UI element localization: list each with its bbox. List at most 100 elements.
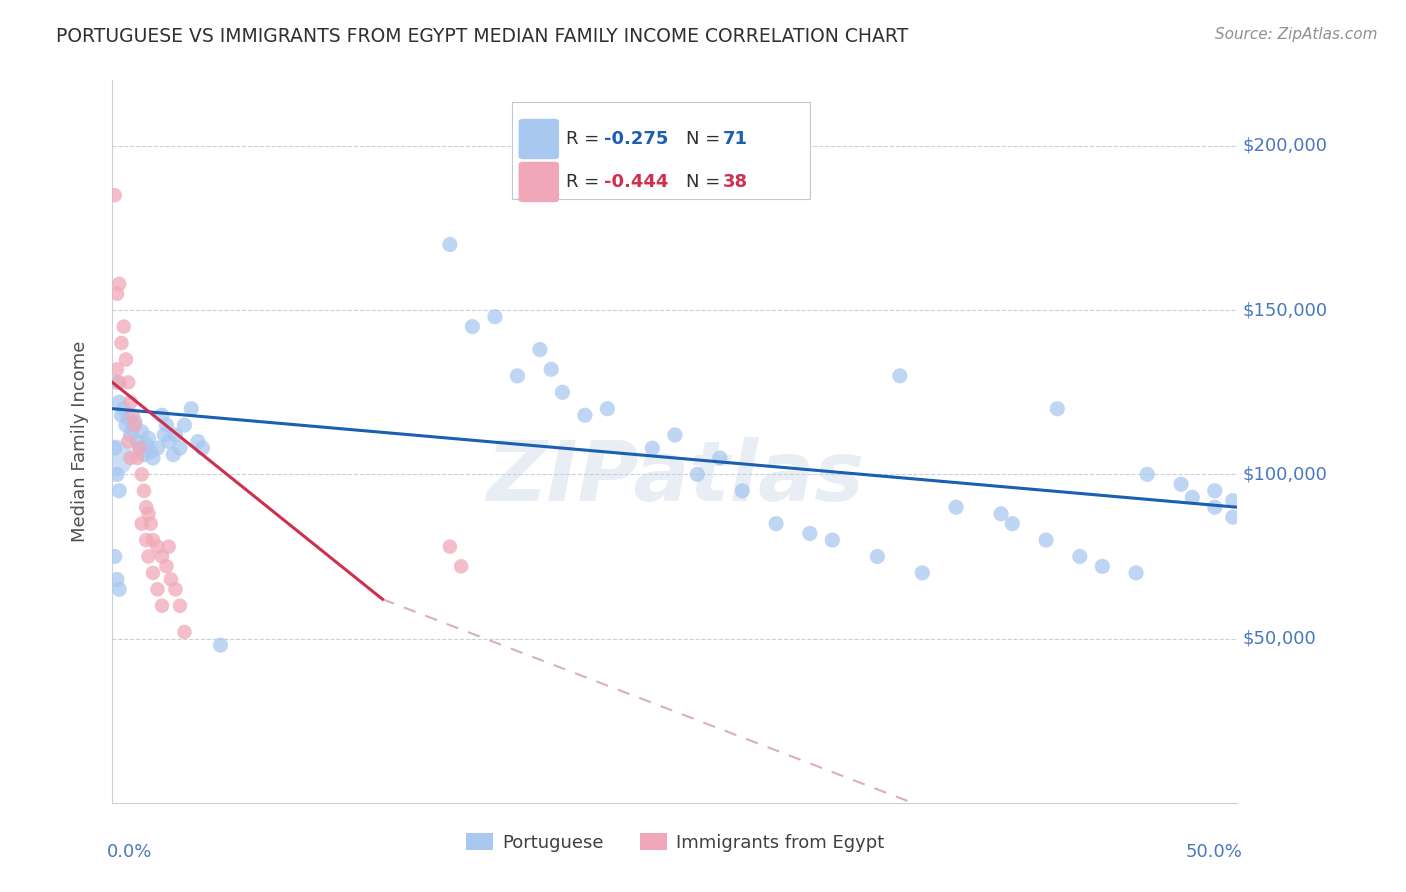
Point [1136, 467, 1159, 482]
Point [911, 566, 934, 580]
Point [1181, 491, 1204, 505]
Point [120, 395, 142, 409]
Point [117, 411, 139, 425]
Point [1222, 510, 1244, 524]
Point [142, 533, 165, 547]
Point [169, 441, 191, 455]
Point [105, 286, 128, 301]
Point [709, 450, 731, 465]
Text: N =: N = [686, 130, 725, 148]
Point [1222, 493, 1244, 508]
Point [506, 368, 529, 383]
Point [138, 507, 160, 521]
Point [121, 421, 143, 435]
Point [142, 566, 165, 580]
Point [180, 401, 202, 416]
Point [120, 428, 142, 442]
Point [439, 540, 461, 554]
Point [121, 409, 143, 423]
Point [135, 500, 157, 515]
FancyBboxPatch shape [519, 119, 560, 160]
Text: 0.0%: 0.0% [107, 843, 152, 861]
Point [108, 277, 131, 291]
Point [209, 638, 232, 652]
Point [945, 500, 967, 515]
Point [146, 540, 169, 554]
Point [120, 450, 142, 465]
Point [191, 441, 214, 455]
Point [157, 434, 180, 449]
Point [104, 441, 127, 455]
Point [104, 450, 127, 465]
Point [889, 368, 911, 383]
Point [799, 526, 821, 541]
Point [169, 599, 191, 613]
Point [150, 549, 173, 564]
Point [104, 549, 127, 564]
FancyBboxPatch shape [512, 102, 810, 200]
Point [641, 441, 664, 455]
Point [142, 450, 165, 465]
Point [138, 431, 160, 445]
Point [124, 418, 146, 433]
Y-axis label: Median Family Income: Median Family Income [70, 341, 89, 542]
Text: $50,000: $50,000 [1243, 630, 1316, 648]
Point [990, 507, 1012, 521]
Text: ZIPatlas: ZIPatlas [486, 437, 863, 518]
Point [765, 516, 787, 531]
Point [150, 409, 173, 423]
Point [1091, 559, 1114, 574]
Point [104, 188, 127, 202]
Text: 38: 38 [723, 173, 748, 191]
Text: -0.275: -0.275 [605, 130, 668, 148]
Point [127, 450, 149, 465]
Point [128, 441, 150, 455]
Point [596, 401, 619, 416]
Point [135, 438, 157, 452]
Point [153, 428, 176, 442]
Point [105, 376, 128, 390]
Point [112, 319, 135, 334]
Point [1069, 549, 1091, 564]
Text: Source: ZipAtlas.com: Source: ZipAtlas.com [1215, 27, 1378, 42]
Point [484, 310, 506, 324]
Point [132, 448, 155, 462]
Legend: Portuguese, Immigrants from Egypt: Portuguese, Immigrants from Egypt [458, 826, 891, 859]
Point [461, 319, 484, 334]
Point [115, 418, 138, 433]
FancyBboxPatch shape [519, 161, 560, 202]
Point [686, 467, 709, 482]
Point [162, 448, 184, 462]
Point [146, 582, 169, 597]
Point [450, 559, 472, 574]
Text: R =: R = [565, 173, 605, 191]
Point [127, 434, 149, 449]
Point [1170, 477, 1192, 491]
Point [110, 336, 132, 351]
Point [664, 428, 686, 442]
Text: 71: 71 [723, 130, 748, 148]
Text: PORTUGUESE VS IMMIGRANTS FROM EGYPT MEDIAN FAMILY INCOME CORRELATION CHART: PORTUGUESE VS IMMIGRANTS FROM EGYPT MEDI… [56, 27, 908, 45]
Point [187, 434, 209, 449]
Point [105, 467, 128, 482]
Point [105, 573, 128, 587]
Point [1204, 483, 1226, 498]
Point [155, 559, 177, 574]
Point [108, 395, 131, 409]
Point [160, 573, 183, 587]
Point [173, 625, 195, 640]
Point [529, 343, 551, 357]
Text: N =: N = [686, 173, 725, 191]
Point [117, 434, 139, 449]
Point [1035, 533, 1057, 547]
Point [131, 516, 153, 531]
Point [117, 376, 139, 390]
Text: R =: R = [565, 130, 605, 148]
Point [112, 401, 135, 416]
Text: $200,000: $200,000 [1243, 137, 1327, 155]
Point [131, 467, 153, 482]
Point [139, 444, 162, 458]
Point [135, 533, 157, 547]
Point [1125, 566, 1147, 580]
Point [1204, 500, 1226, 515]
